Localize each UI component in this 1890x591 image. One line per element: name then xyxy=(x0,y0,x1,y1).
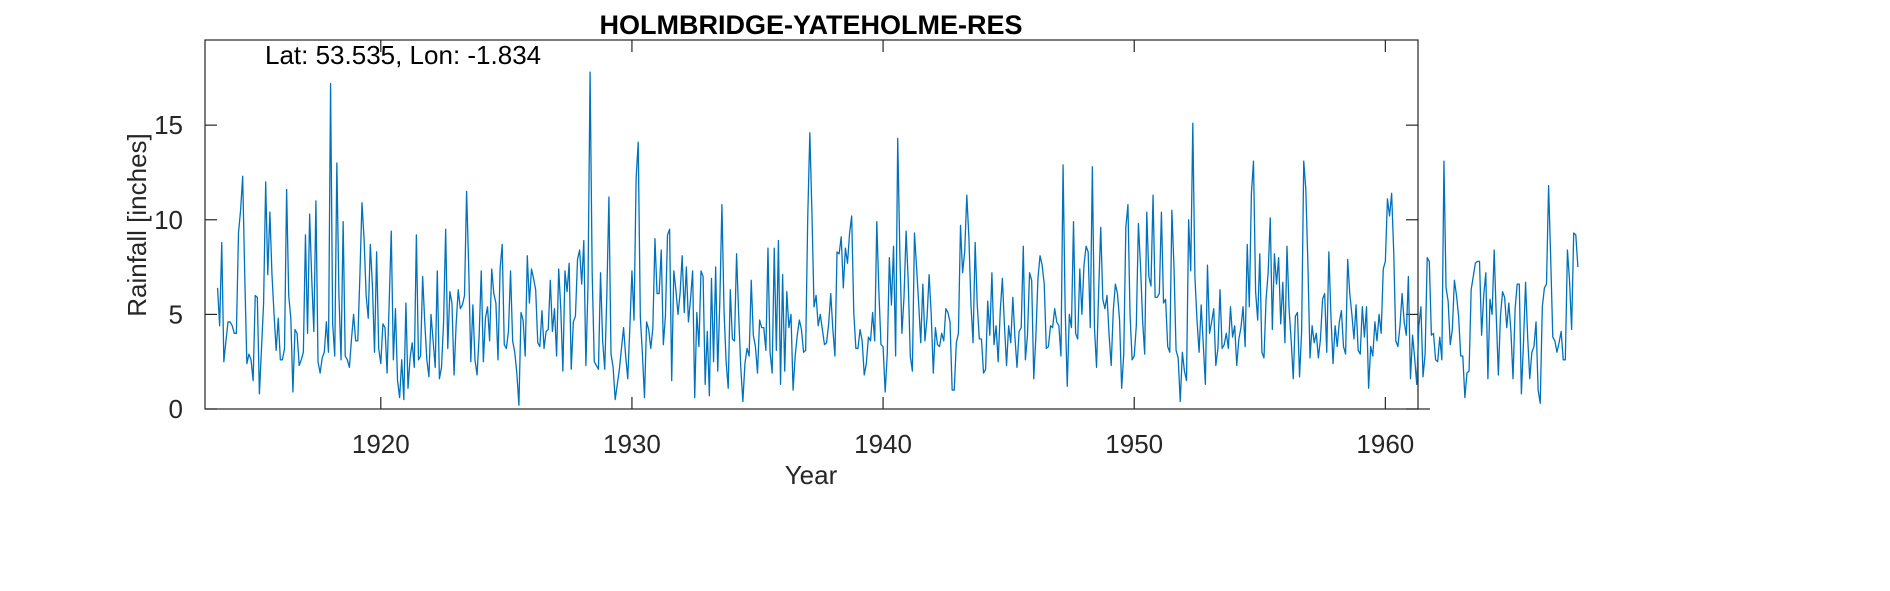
location-annotation: Lat: 53.535, Lon: -1.834 xyxy=(265,40,541,70)
rainfall-series-line xyxy=(216,71,1579,406)
x-tick-label: 1940 xyxy=(854,429,912,459)
y-tick-label: 5 xyxy=(169,299,183,329)
plot-box xyxy=(204,39,1419,410)
x-axis-label: Year xyxy=(785,460,838,490)
y-tick-label: 15 xyxy=(154,110,183,140)
rainfall-series xyxy=(216,71,1579,406)
x-tick-label: 1920 xyxy=(352,429,410,459)
y-axis-label: Rainfall [inches] xyxy=(122,133,152,317)
x-tick-label: 1960 xyxy=(1356,429,1414,459)
y-axis-ticks: 0 5 10 15 xyxy=(154,110,1418,424)
axes-frame xyxy=(204,39,1430,410)
x-tick-label: 1950 xyxy=(1105,429,1163,459)
y-tick-label: 10 xyxy=(154,205,183,235)
y-tick-label: 0 xyxy=(169,394,183,424)
x-axis-ticks: 1920 1930 1940 1950 1960 xyxy=(352,40,1414,459)
chart-title: HOLMBRIDGE-YATEHOLME-RES xyxy=(599,10,1022,40)
x-tick-label: 1930 xyxy=(603,429,661,459)
